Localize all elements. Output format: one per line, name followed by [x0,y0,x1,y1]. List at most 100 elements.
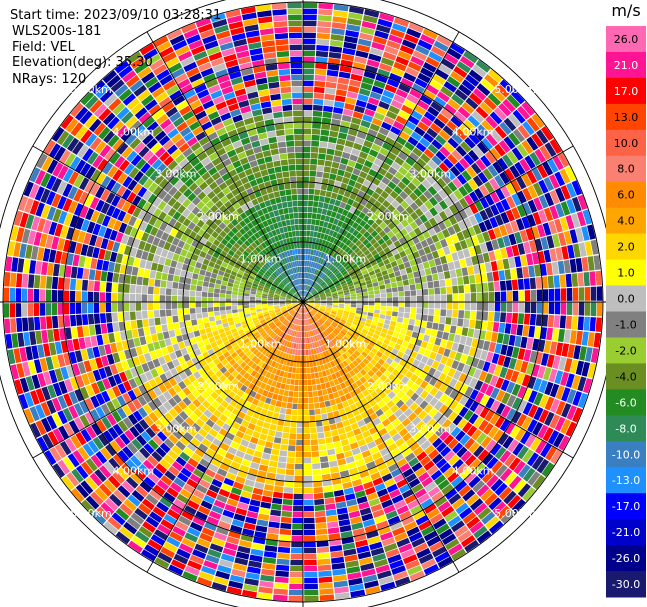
velocity-gate [499,450,512,464]
velocity-gate [476,302,483,311]
velocity-gate [566,182,577,198]
velocity-gate [196,285,203,292]
velocity-gate [420,116,433,127]
velocity-gate [516,204,527,218]
velocity-gate [398,291,405,297]
velocity-gate [352,254,359,261]
velocity-gate [329,340,335,347]
velocity-gate [325,437,333,444]
velocity-gate [394,343,402,351]
velocity-gate [328,136,338,144]
velocity-gate [415,377,424,386]
velocity-gate [440,108,453,120]
velocity-gate [380,310,386,315]
velocity-gate [313,98,324,105]
velocity-gate [139,259,147,269]
velocity-gate [372,242,380,249]
velocity-gate [376,24,391,34]
velocity-gate [440,309,447,317]
velocity-gate [249,302,256,305]
velocity-gate [479,330,487,340]
velocity-gate [316,213,322,220]
velocity-gate [158,339,166,349]
velocity-gate [207,292,214,298]
velocity-gate [421,179,432,190]
velocity-gate [401,161,412,171]
velocity-gate [462,229,471,239]
velocity-gate [23,332,31,346]
velocity-gate [584,302,591,316]
velocity-gate [345,302,351,305]
velocity-gate [318,226,323,233]
velocity-gate [308,304,314,308]
velocity-gate [176,261,183,270]
velocity-gate [362,389,370,397]
velocity-gate [444,450,456,462]
velocity-gate [313,283,318,288]
velocity-gate [361,314,367,319]
velocity-gate [320,462,330,469]
velocity-gate [317,552,330,559]
velocity-gate [349,251,356,258]
velocity-gate [159,302,166,310]
velocity-gate [379,382,388,391]
velocity-gate [401,323,409,330]
velocity-gate [520,254,528,267]
velocity-gate [554,370,564,385]
velocity-gate [305,272,308,279]
velocity-gate [419,380,429,390]
velocity-gate [147,294,154,302]
velocity-gate [468,475,481,489]
velocity-gate [314,294,320,298]
velocity-gate [432,322,439,330]
velocity-gate [377,68,390,78]
velocity-gate [500,211,510,224]
velocity-gate [312,291,317,295]
velocity-gate [451,475,464,488]
velocity-gate [100,323,108,334]
velocity-gate [365,319,372,324]
velocity-gate [207,297,214,302]
velocity-gate [88,269,96,280]
velocity-gate [309,267,312,273]
velocity-gate [308,299,315,301]
velocity-gate [268,521,280,529]
velocity-gate [321,208,328,215]
velocity-gate [359,220,367,228]
velocity-gate [560,419,571,435]
velocity-gate [321,413,328,420]
velocity-gate [446,309,453,317]
velocity-gate [401,176,411,186]
velocity-gate [303,38,316,45]
velocity-gate [432,182,442,192]
velocity-gate [337,220,344,227]
velocity-gate [313,256,318,262]
velocity-gate [547,158,559,173]
velocity-gate [451,252,459,261]
velocity-gate [583,316,590,331]
velocity-gate [465,97,479,110]
velocity-gate [344,246,351,253]
velocity-gate [365,201,373,210]
velocity-gate [333,574,347,582]
velocity-gate [304,291,307,297]
velocity-gate [380,293,387,298]
velocity-gate [460,450,472,463]
velocity-gate [327,249,333,256]
velocity-gate [398,110,410,120]
velocity-gate [130,320,138,330]
velocity-gate [518,290,525,302]
velocity-gate [522,402,533,416]
velocity-gate [334,344,341,350]
velocity-gate [533,406,544,421]
velocity-gate [340,319,347,324]
velocity-gate [465,355,474,366]
velocity-gate [373,285,380,291]
velocity-gate [495,84,510,98]
velocity-gate [422,364,431,374]
velocity-gate [432,437,443,449]
velocity-gate [447,471,460,483]
velocity-gate [511,346,520,359]
velocity-gate [21,303,28,317]
velocity-gate [325,247,330,254]
